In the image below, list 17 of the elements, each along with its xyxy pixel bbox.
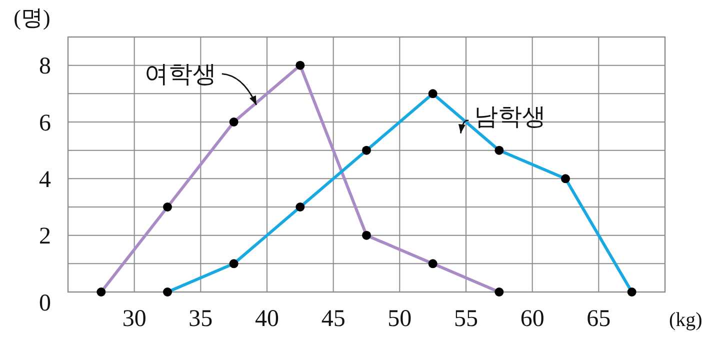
y-tick-label: 2 — [39, 224, 51, 250]
y-tick-label: 0 — [39, 290, 51, 316]
y-tick-label: 4 — [39, 167, 51, 194]
x-tick-label: 45 — [321, 306, 346, 332]
x-tick-label: 35 — [188, 306, 213, 332]
x-tick-label: 30 — [122, 306, 146, 332]
y-tick-label: 8 — [39, 54, 51, 80]
x-tick-label: 40 — [255, 306, 279, 332]
y-axis-title: (명) — [14, 5, 50, 30]
x-axis-title: (kg) — [669, 309, 702, 331]
x-tick-label: 65 — [586, 306, 611, 332]
series-label: 남학생 — [474, 102, 546, 131]
y-tick-label: 6 — [39, 110, 51, 136]
series-label: 여학생 — [144, 60, 217, 88]
x-tick-label: 50 — [388, 306, 412, 332]
x-tick-label: 55 — [454, 306, 478, 332]
x-tick-label: 60 — [520, 306, 544, 332]
